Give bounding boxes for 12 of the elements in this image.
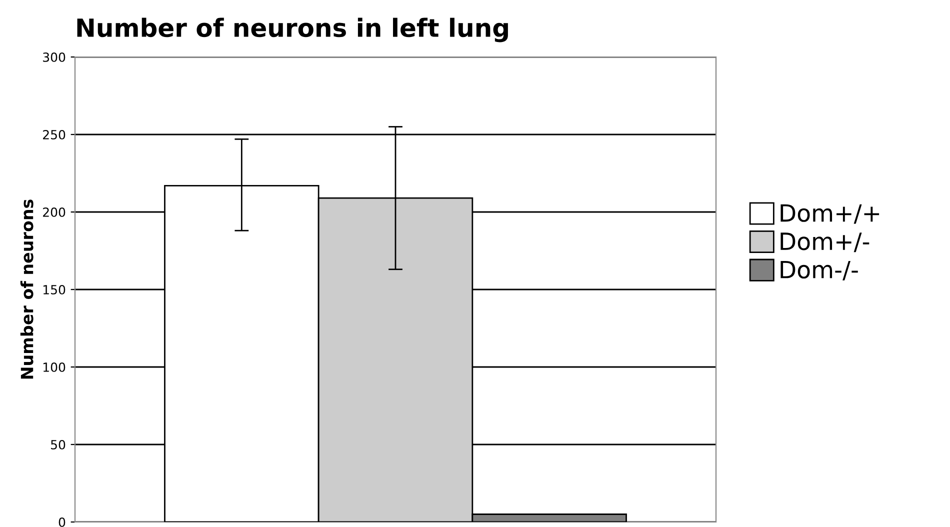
y-tick-label: 150 — [43, 284, 66, 294]
legend-label: Dom+/+ — [780, 204, 880, 224]
y-tick-label: 0 — [58, 517, 66, 527]
legend-label: Dom-/- — [780, 260, 858, 280]
y-tick-label: 200 — [43, 207, 66, 217]
y-tick-label: 50 — [51, 440, 66, 450]
chart-title: Number of neurons in left lung — [77, 18, 508, 42]
y-tick-label: 250 — [43, 130, 66, 140]
y-axis-title: Number of neurons — [20, 200, 34, 379]
legend-label: Dom+/- — [780, 232, 870, 252]
y-tick-label: 100 — [43, 362, 66, 372]
y-tick-label: 300 — [43, 52, 66, 62]
